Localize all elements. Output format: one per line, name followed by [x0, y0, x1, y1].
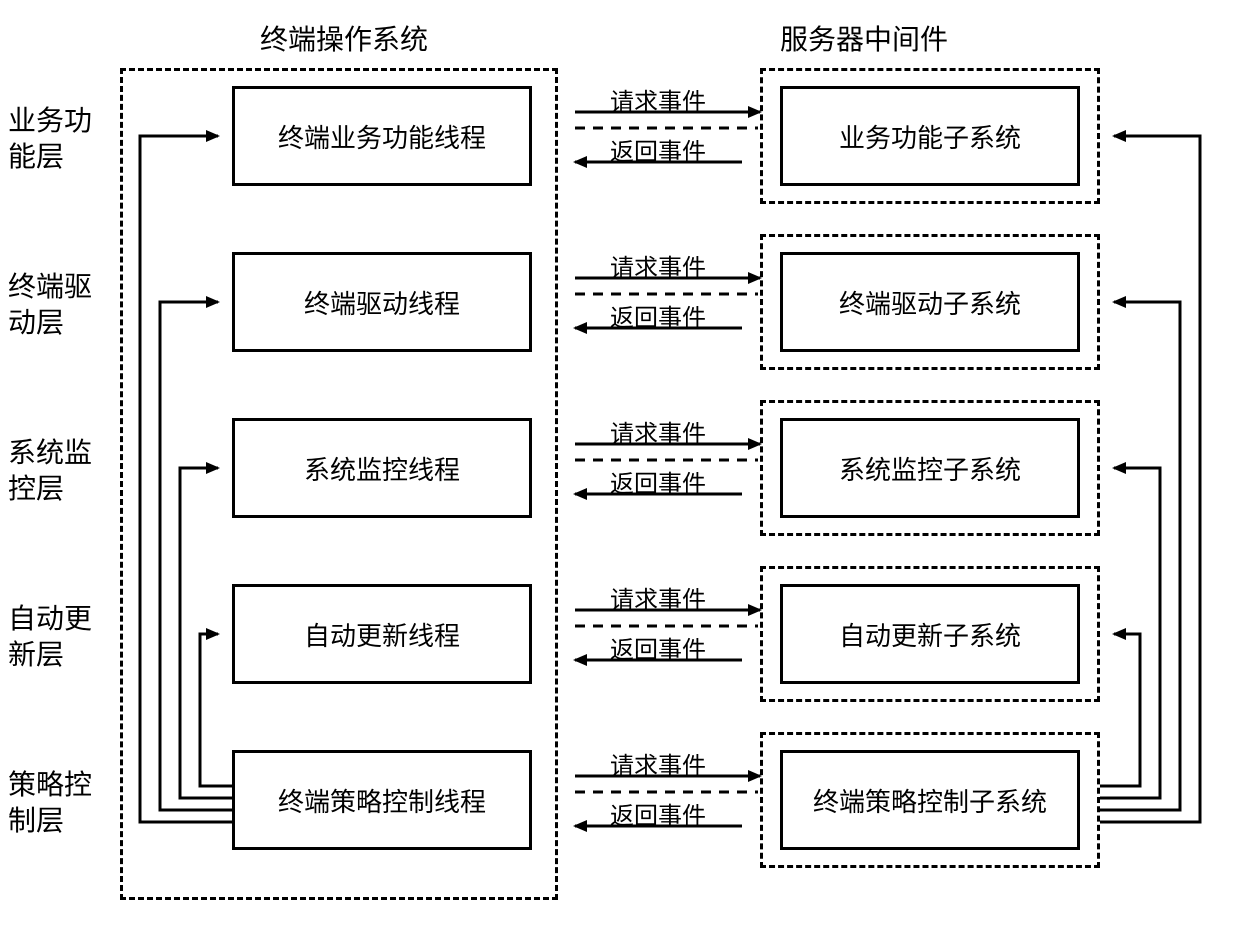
left-box-0: 终端业务功能线程: [232, 86, 532, 186]
layer-label-0b: 能层: [8, 142, 64, 173]
left-box-3: 自动更新线程: [232, 584, 532, 684]
layer-label-3: 自动更新层: [8, 602, 98, 675]
right-box-4: 终端策略控制子系统: [780, 750, 1080, 850]
req-label-3: 请求事件: [610, 580, 706, 615]
res-label-2: 返回事件: [610, 464, 706, 499]
layer-label-3b: 新层: [8, 640, 64, 671]
layer-label-2: 系统监控层: [8, 436, 98, 509]
layer-label-4a: 策略控: [8, 770, 92, 801]
layer-label-2a: 系统监: [8, 438, 92, 469]
res-label-3: 返回事件: [610, 630, 706, 665]
layer-label-3a: 自动更: [8, 604, 92, 635]
req-label-2: 请求事件: [610, 414, 706, 449]
left-box-2: 系统监控线程: [232, 418, 532, 518]
res-label-4: 返回事件: [610, 796, 706, 831]
layer-label-4: 策略控制层: [8, 768, 98, 841]
right-box-1: 终端驱动子系统: [780, 252, 1080, 352]
left-box-1: 终端驱动线程: [232, 252, 532, 352]
layer-label-0: 业务功能层: [8, 104, 98, 177]
req-label-0: 请求事件: [610, 82, 706, 117]
layer-label-0a: 业务功: [8, 106, 92, 137]
right-box-0: 业务功能子系统: [780, 86, 1080, 186]
header-right: 服务器中间件: [780, 18, 948, 58]
layer-label-1a: 终端驱: [8, 272, 92, 303]
right-box-2: 系统监控子系统: [780, 418, 1080, 518]
left-box-4: 终端策略控制线程: [232, 750, 532, 850]
right-box-3: 自动更新子系统: [780, 584, 1080, 684]
res-label-1: 返回事件: [610, 298, 706, 333]
layer-label-1b: 动层: [8, 308, 64, 339]
layer-label-4b: 制层: [8, 806, 64, 837]
header-left: 终端操作系统: [260, 18, 428, 58]
req-label-1: 请求事件: [610, 248, 706, 283]
res-label-0: 返回事件: [610, 132, 706, 167]
req-label-4: 请求事件: [610, 746, 706, 781]
layer-label-1: 终端驱动层: [8, 270, 98, 343]
layer-label-2b: 控层: [8, 474, 64, 505]
